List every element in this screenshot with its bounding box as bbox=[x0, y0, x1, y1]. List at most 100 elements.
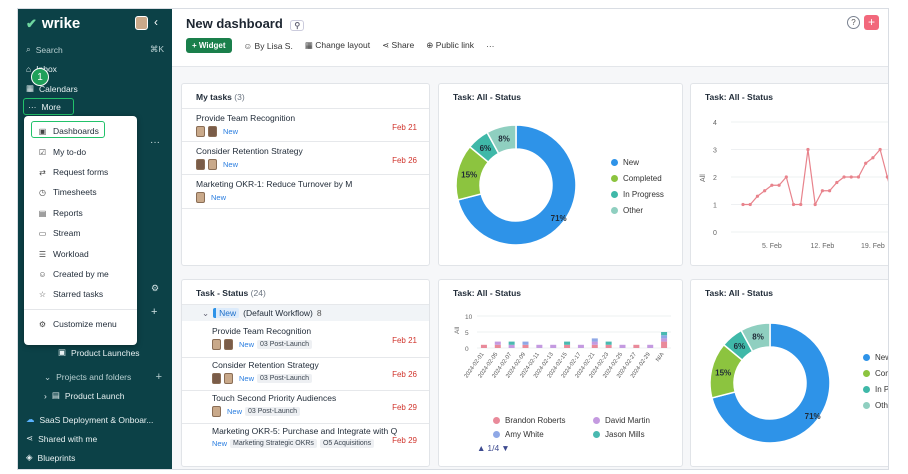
menu-item-dashboards[interactable]: ▣ Dashboards bbox=[38, 126, 99, 136]
sidebar-item-saas[interactable]: ☁ SaaS Deployment & Onboar... bbox=[26, 414, 154, 425]
line-point bbox=[849, 175, 853, 179]
task-row[interactable]: Touch Second Priority Audiences New 03 Po… bbox=[212, 393, 417, 417]
user-icon: ☺ bbox=[243, 40, 255, 51]
pager-down-icon[interactable]: ▼ bbox=[501, 443, 510, 453]
bar-segment bbox=[591, 338, 598, 342]
task-row[interactable]: Marketing OKR-5: Purchase and Integrate … bbox=[212, 426, 417, 448]
toolbar: + Widget ☺ By Lisa S. ▦ Change layout ⋖ … bbox=[186, 38, 495, 53]
sidebar-item-more[interactable]: ··· More bbox=[23, 98, 74, 115]
line-point bbox=[813, 202, 817, 207]
donut-legend: New Com In P Othe bbox=[863, 353, 888, 417]
main-area: New dashboard ⚲ + Widget ☺ By Lisa S. ▦ … bbox=[172, 9, 888, 469]
legend-item[interactable]: David Martin bbox=[593, 416, 682, 425]
legend-item[interactable]: Brandon Roberts bbox=[493, 416, 593, 425]
add-icon[interactable]: + bbox=[864, 15, 879, 30]
line-point bbox=[741, 202, 745, 207]
space-settings-icon[interactable]: ⚙ bbox=[151, 283, 160, 293]
status-group-header[interactable]: ⌄ New (Default Workflow) 8 bbox=[182, 305, 429, 321]
legend-pager[interactable]: ▲ 1/4 ▼ bbox=[477, 443, 517, 453]
chevron-down-icon: ⌄ bbox=[202, 307, 210, 318]
layout-icon: ▦ bbox=[304, 40, 316, 50]
collapse-sidebar-icon[interactable]: ‹ bbox=[154, 15, 158, 29]
legend-item[interactable]: New bbox=[863, 353, 888, 362]
sidebar-item-calendars[interactable]: ▦ Calendars bbox=[26, 83, 78, 94]
task-row[interactable]: Provide Team Recognition New 03 Post-Laun… bbox=[212, 326, 417, 350]
task-row[interactable]: Marketing OKR-1: Reduce Turnover by M Ne… bbox=[196, 179, 353, 203]
menu-item-stream[interactable]: ▭ Stream bbox=[38, 228, 81, 238]
sidebar-item-blueprints[interactable]: ◈ Blueprints bbox=[26, 452, 76, 463]
projects-and-folders-header[interactable]: ⌄ Projects and folders + bbox=[44, 371, 162, 383]
sidebar-item-product-launch[interactable]: › ▤ Product Launch bbox=[44, 390, 125, 401]
sidebar-item-shared[interactable]: ⋖ Shared with me bbox=[26, 433, 98, 444]
chevron-down-icon: ⌄ bbox=[44, 371, 52, 382]
space-add-icon[interactable]: + bbox=[151, 306, 158, 318]
legend-item[interactable]: Jason Mills bbox=[593, 430, 682, 439]
task-row[interactable]: Consider Retention Strategy New Feb 26 bbox=[196, 146, 417, 170]
donut-slice-new bbox=[710, 322, 831, 444]
legend-item[interactable]: In Progress bbox=[611, 190, 664, 199]
clock-icon: ◷ bbox=[39, 187, 46, 197]
add-project-icon[interactable]: + bbox=[155, 371, 162, 383]
menu-item-starred-tasks[interactable]: ☆ Starred tasks bbox=[38, 289, 104, 299]
wrike-logo[interactable]: ✔ wrike bbox=[26, 15, 81, 32]
donut-chart: 71% 15% 6% 8% bbox=[455, 124, 577, 246]
wrike-check-icon: ✔ bbox=[26, 15, 37, 31]
legend-item[interactable]: Othe bbox=[863, 401, 888, 410]
stream-icon: ▭ bbox=[38, 228, 47, 238]
legend-item[interactable]: New bbox=[611, 158, 664, 167]
inbox-icon: ⌂ bbox=[26, 64, 32, 74]
space-more-icon[interactable]: ··· bbox=[150, 137, 160, 148]
todo-icon: ☑ bbox=[38, 147, 47, 157]
pager-up-icon[interactable]: ▲ bbox=[477, 443, 486, 453]
user-avatar[interactable] bbox=[135, 16, 148, 30]
dashboard-header: New dashboard ⚲ + Widget ☺ By Lisa S. ▦ … bbox=[172, 9, 888, 67]
menu-item-workload[interactable]: ☰ Workload bbox=[38, 249, 89, 259]
legend-item[interactable]: Amy White bbox=[493, 430, 593, 439]
line-point bbox=[770, 183, 774, 187]
more-actions-button[interactable]: ··· bbox=[486, 40, 495, 51]
divider bbox=[182, 423, 429, 424]
divider bbox=[182, 304, 429, 305]
bar-segment bbox=[508, 344, 515, 348]
legend-dot bbox=[611, 159, 618, 166]
legend-item[interactable]: In P bbox=[863, 385, 888, 394]
menu-item-timesheets[interactable]: ◷ Timesheets bbox=[39, 187, 97, 197]
divider bbox=[182, 357, 429, 358]
more-menu: ▣ Dashboards ☑ My to-do ⇄ Request forms ◷ Ti… bbox=[24, 116, 137, 345]
menu-item-created-by-me[interactable]: ☺ Created by me bbox=[38, 269, 109, 279]
task-row[interactable]: Consider Retention Strategy New 03 Post-L… bbox=[212, 360, 417, 384]
line-point bbox=[864, 161, 868, 165]
owner-button[interactable]: ☺ By Lisa S. bbox=[243, 40, 293, 51]
change-layout-button[interactable]: ▦ Change layout bbox=[304, 40, 371, 50]
help-icon[interactable]: ? bbox=[847, 16, 860, 29]
divider bbox=[182, 141, 429, 142]
legend-item[interactable]: Other bbox=[611, 206, 664, 215]
task-row[interactable]: Provide Team Recognition New Feb 21 bbox=[196, 113, 417, 137]
sidebar-item-product-launches[interactable]: ▣ Product Launches bbox=[58, 347, 140, 358]
bar-chart-widget: Task: All - Status 10 5 0 All 2024-02-01 2024… bbox=[438, 279, 683, 467]
app-window: ✔ wrike ‹ ⌕ Search ⌘K ⌂ Inbox ▦ Calendar… bbox=[17, 8, 889, 470]
search-button[interactable]: ⌕ Search ⌘K bbox=[26, 44, 164, 55]
pin-icon[interactable]: ⚲ bbox=[290, 20, 305, 31]
menu-item-request-forms[interactable]: ⇄ Request forms bbox=[39, 167, 109, 177]
legend-item[interactable]: Com bbox=[863, 369, 888, 378]
legend-item[interactable]: Completed bbox=[611, 174, 664, 183]
add-widget-button[interactable]: + Widget bbox=[186, 38, 232, 53]
menu-item-customize[interactable]: ⚙ Customize menu bbox=[38, 319, 117, 329]
chevron-right-icon: › bbox=[44, 390, 47, 401]
y-tick-label: 10 bbox=[465, 314, 473, 321]
avatar bbox=[208, 126, 217, 137]
blueprint-icon: ◈ bbox=[26, 452, 33, 462]
sidebar-item-inbox[interactable]: ⌂ Inbox bbox=[26, 64, 57, 74]
divider bbox=[182, 108, 429, 109]
line-point bbox=[856, 175, 861, 179]
share-button[interactable]: ⋖ Share bbox=[382, 40, 415, 50]
x-tick-label: 5. Feb bbox=[762, 243, 782, 250]
menu-item-my-to-do[interactable]: ☑ My to-do bbox=[38, 147, 87, 157]
menu-item-reports[interactable]: ▤ Reports bbox=[38, 208, 83, 218]
public-link-button[interactable]: ⊕ Public link bbox=[426, 40, 474, 50]
bar-segment bbox=[591, 341, 598, 345]
bar-segment bbox=[494, 341, 501, 345]
y-tick-label: 2 bbox=[713, 175, 717, 182]
legend-dot bbox=[611, 207, 618, 214]
